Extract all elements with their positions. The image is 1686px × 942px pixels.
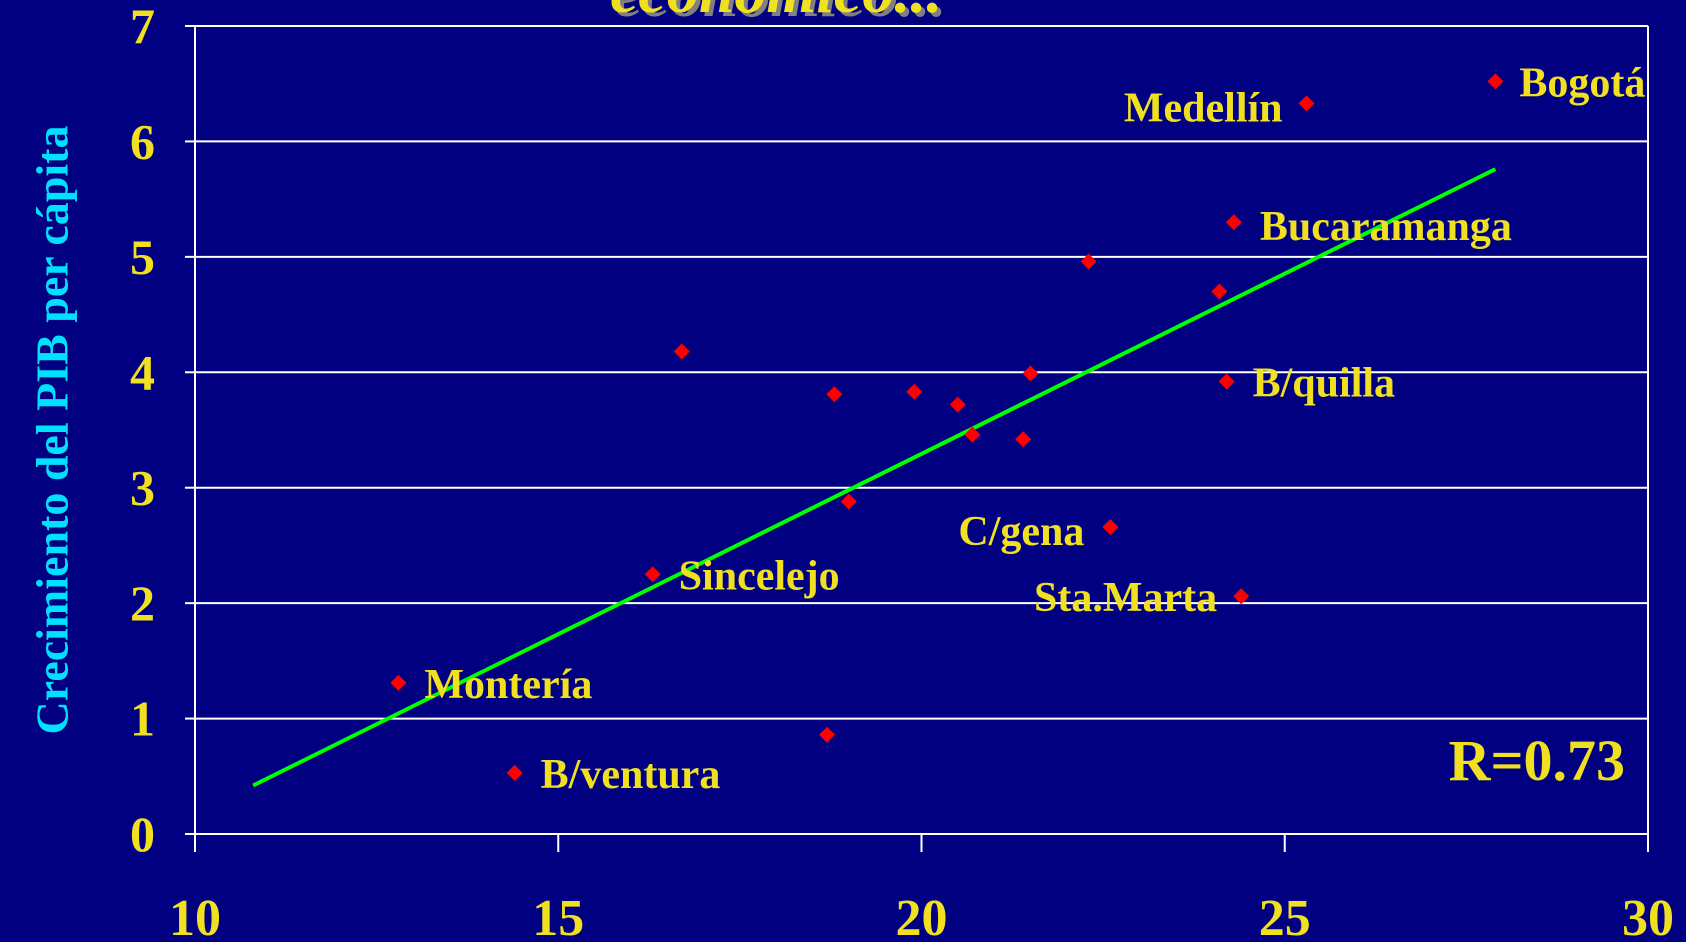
point-label-15: Sincelejo — [679, 553, 840, 599]
y-tick-label-6: 6 — [130, 113, 155, 169]
point-label-7: B/quilla — [1253, 361, 1395, 407]
point-label-2: Bucaramanga — [1260, 204, 1512, 250]
data-point-5 — [673, 343, 690, 360]
y-tick-label-5: 5 — [130, 229, 155, 285]
data-point-19 — [506, 764, 523, 781]
data-point-15 — [644, 566, 661, 583]
r-value-annotation: R=0.73 — [1449, 728, 1625, 793]
y-tick-label-3: 3 — [130, 460, 155, 516]
data-point-3 — [1080, 253, 1097, 270]
data-point-2 — [1225, 214, 1242, 231]
data-point-12 — [1015, 431, 1032, 448]
point-label-16: Sta.Marta — [1034, 575, 1217, 621]
data-point-0 — [1487, 73, 1504, 90]
data-point-11 — [964, 426, 981, 443]
y-tick-label-4: 4 — [130, 344, 155, 400]
data-point-10 — [949, 396, 966, 413]
data-point-14 — [1102, 518, 1119, 535]
point-label-19: B/ventura — [541, 752, 721, 798]
x-tick-label-2: 20 — [896, 890, 948, 942]
y-axis-label: Crecimiento del PIB per cápita — [26, 125, 78, 735]
x-tick-label-3: 25 — [1259, 890, 1311, 942]
data-point-16 — [1233, 588, 1250, 605]
point-label-17: Montería — [424, 662, 592, 708]
data-point-8 — [906, 383, 923, 400]
y-tick-label-7: 7 — [130, 0, 155, 54]
data-point-9 — [826, 386, 843, 403]
y-tick-label-0: 0 — [130, 806, 155, 862]
point-label-1: Medellín — [1124, 85, 1283, 131]
point-label-0: Bogotá — [1519, 60, 1645, 106]
y-tick-label-1: 1 — [130, 691, 155, 747]
data-point-7 — [1218, 373, 1235, 390]
data-point-1 — [1298, 95, 1315, 112]
x-tick-label-0: 10 — [169, 890, 221, 942]
x-tick-label-4: 30 — [1622, 890, 1674, 942]
data-point-17 — [390, 674, 407, 691]
data-point-18 — [819, 726, 836, 743]
data-point-13 — [840, 493, 857, 510]
data-point-4 — [1211, 283, 1228, 300]
y-tick-label-2: 2 — [130, 575, 155, 631]
chart-title: económico... — [610, 0, 1210, 28]
trendline — [252, 167, 1497, 788]
x-tick-label-1: 15 — [532, 890, 584, 942]
data-point-6 — [1022, 365, 1039, 382]
point-label-14: C/gena — [958, 509, 1084, 555]
